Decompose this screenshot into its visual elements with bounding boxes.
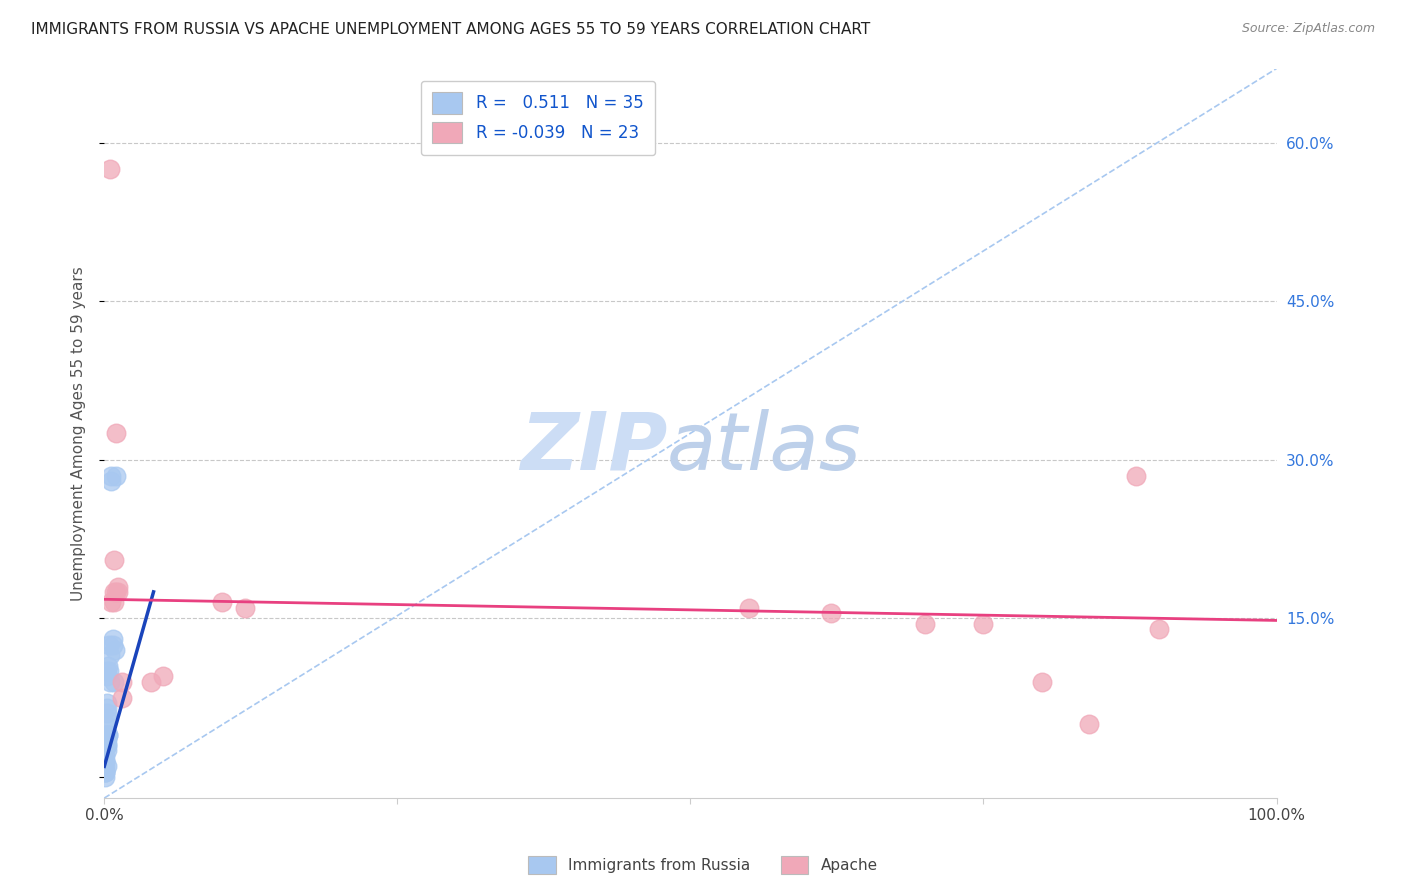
Point bbox=[105, 468, 128, 483]
Point bbox=[97, 659, 120, 673]
Point bbox=[141, 674, 163, 689]
Point bbox=[98, 664, 121, 678]
Point bbox=[97, 728, 120, 742]
Point bbox=[96, 706, 118, 721]
Point bbox=[1149, 622, 1171, 636]
Point bbox=[738, 600, 761, 615]
Point bbox=[152, 669, 174, 683]
Text: atlas: atlas bbox=[666, 409, 862, 487]
Point bbox=[107, 580, 129, 594]
Point bbox=[100, 595, 122, 609]
Legend: R =   0.511   N = 35, R = -0.039   N = 23: R = 0.511 N = 35, R = -0.039 N = 23 bbox=[420, 80, 655, 155]
Point bbox=[103, 553, 125, 567]
Point bbox=[98, 161, 121, 176]
Point bbox=[96, 732, 118, 747]
Point bbox=[103, 595, 125, 609]
Point bbox=[94, 759, 117, 773]
Point bbox=[111, 674, 134, 689]
Point bbox=[94, 764, 117, 779]
Point bbox=[100, 474, 122, 488]
Point bbox=[972, 616, 994, 631]
Point bbox=[98, 638, 121, 652]
Point bbox=[98, 674, 121, 689]
Point bbox=[104, 643, 127, 657]
Point bbox=[94, 717, 117, 731]
Point bbox=[96, 738, 118, 752]
Point bbox=[96, 743, 118, 757]
Point bbox=[100, 468, 122, 483]
Point bbox=[105, 585, 128, 599]
Point bbox=[233, 600, 256, 615]
Point bbox=[107, 585, 129, 599]
Point bbox=[103, 585, 125, 599]
Point bbox=[94, 770, 117, 784]
Text: Source: ZipAtlas.com: Source: ZipAtlas.com bbox=[1241, 22, 1375, 36]
Point bbox=[98, 648, 121, 663]
Point bbox=[96, 664, 118, 678]
Text: IMMIGRANTS FROM RUSSIA VS APACHE UNEMPLOYMENT AMONG AGES 55 TO 59 YEARS CORRELAT: IMMIGRANTS FROM RUSSIA VS APACHE UNEMPLO… bbox=[31, 22, 870, 37]
Point bbox=[94, 728, 117, 742]
Point bbox=[1031, 674, 1053, 689]
Point bbox=[1125, 468, 1147, 483]
Point bbox=[94, 754, 117, 768]
Point bbox=[103, 674, 125, 689]
Point bbox=[96, 701, 118, 715]
Point bbox=[211, 595, 233, 609]
Point bbox=[96, 712, 118, 726]
Point bbox=[96, 738, 118, 752]
Legend: Immigrants from Russia, Apache: Immigrants from Russia, Apache bbox=[522, 850, 884, 880]
Point bbox=[94, 748, 117, 763]
Point bbox=[94, 764, 117, 779]
Point bbox=[96, 696, 118, 710]
Text: ZIP: ZIP bbox=[520, 409, 666, 487]
Point bbox=[101, 632, 124, 647]
Point bbox=[96, 759, 118, 773]
Point bbox=[94, 754, 117, 768]
Point bbox=[96, 669, 118, 683]
Y-axis label: Unemployment Among Ages 55 to 59 years: Unemployment Among Ages 55 to 59 years bbox=[72, 266, 86, 600]
Point bbox=[94, 764, 117, 779]
Point bbox=[97, 728, 120, 742]
Point bbox=[914, 616, 936, 631]
Point bbox=[1078, 717, 1101, 731]
Point bbox=[105, 426, 128, 441]
Point bbox=[820, 606, 842, 620]
Point bbox=[101, 638, 124, 652]
Point bbox=[111, 690, 134, 705]
